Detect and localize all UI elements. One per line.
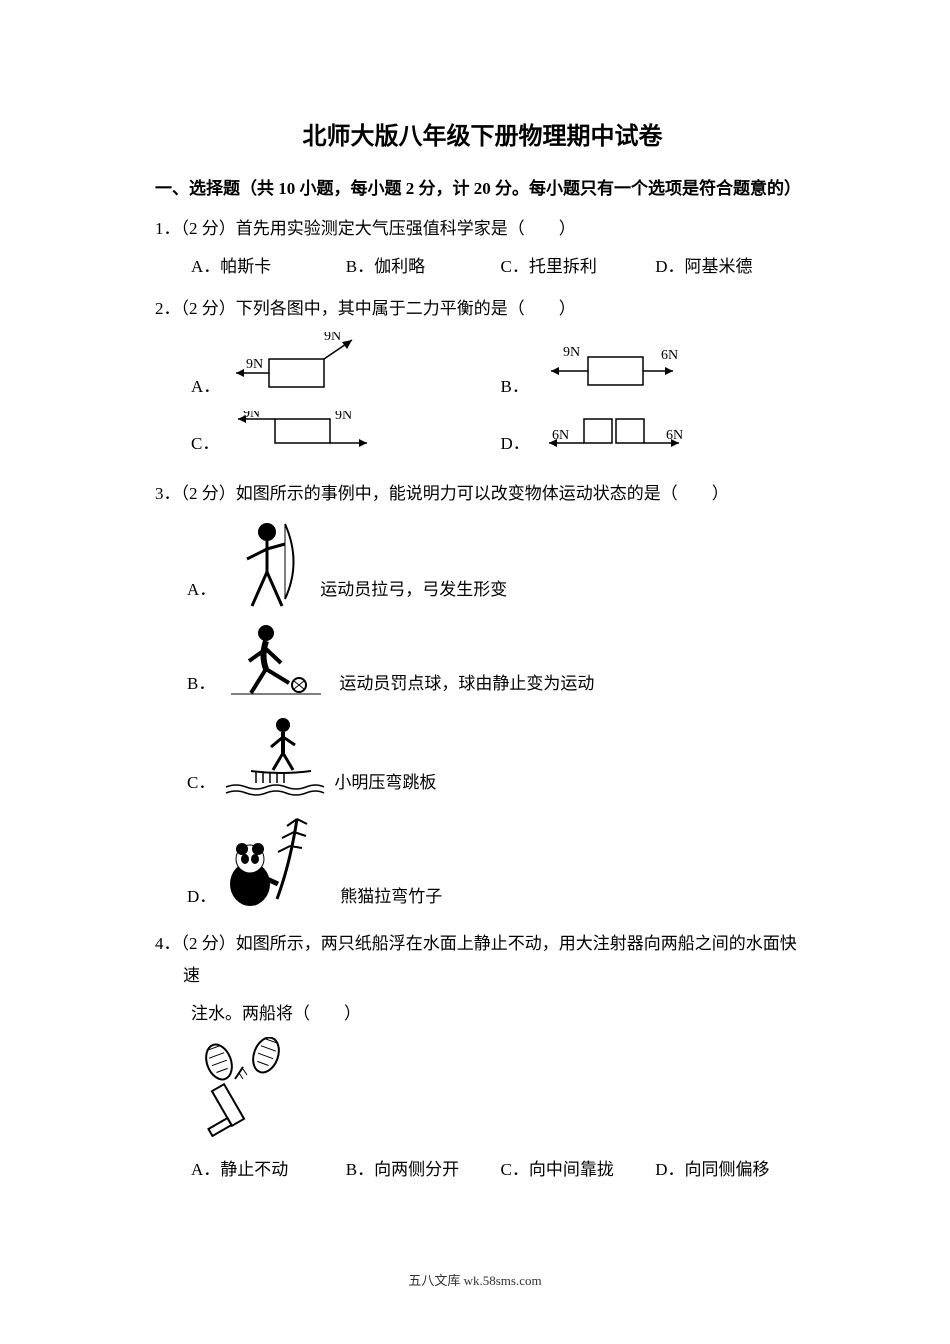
q2-stem: 2．（2 分）下列各图中，其中属于二力平衡的是（ ） [155,293,810,325]
question-1: 1．（2 分）首先用实验测定大气压强值科学家是（ ） A．帕斯卡 B．伽利略 C… [155,213,810,284]
q2-diagram-a: 9N 9N [224,332,364,403]
q2-label-a: A． [191,371,220,403]
q3-label-d: D． [187,881,216,913]
page-title: 北师大版八年级下册物理期中试卷 [155,115,810,161]
q4-option-c: C．向中间靠拢 [501,1154,656,1186]
q4-option-d: D．向同侧偏移 [655,1154,810,1186]
q1-option-c: C．托里拆利 [501,251,656,283]
diag-a-right-label: 9N [324,332,341,344]
q3-image-c [221,715,326,800]
force-diagram-a-icon: 9N 9N [224,332,364,392]
q2-diagram-c: 9N 9N [223,411,383,460]
question-4: 4．（2 分）如图所示，两只纸船浮在水面上静止不动，用大注射器向两船之间的水面快… [155,928,810,1186]
archer-icon [227,514,307,609]
section-1-header: 一、选择题（共 10 小题，每小题 2 分，计 20 分。每小题只有一个选项是符… [155,173,810,205]
q1-options: A．帕斯卡 B．伽利略 C．托里拆利 D．阿基米德 [155,251,810,283]
q4-option-b: B．向两侧分开 [346,1154,501,1186]
q3-option-c: C． 小明压弯跳板 [187,715,810,800]
q2-diagram-d: 6N 6N [534,411,704,460]
q2-diagram-b: 9N 6N [533,347,703,403]
q2-label-d: D． [501,428,530,460]
force-diagram-d-icon: 6N 6N [534,411,704,449]
q4-image [155,1037,810,1148]
q3-option-a: A． 运动员拉弓，弓发生形变 [187,517,810,607]
q2-label-b: B． [501,371,529,403]
syringe-boats-icon [191,1037,301,1137]
q3-label-a: A． [187,574,216,606]
force-diagram-c-icon: 9N 9N [223,411,383,449]
q3-label-b: B． [187,668,215,700]
q4-stem2: 注水。两船将（ ） [155,998,810,1030]
question-3: 3．（2 分）如图所示的事例中，能说明力可以改变物体运动状态的是（ ） A． 运… [155,478,810,913]
q1-option-a: A．帕斯卡 [191,251,346,283]
diag-c-left-label: 9N [243,411,260,421]
q3-image-a [222,517,312,607]
diag-a-left-label: 9N [246,357,263,372]
q1-option-d: D．阿基米德 [655,251,810,283]
q2-option-c: C． 9N 9N [191,411,501,460]
q2-option-b: B． 9N 6N [501,332,811,403]
panda-icon [222,814,332,914]
diag-d-left-label: 6N [552,428,569,443]
q3-option-d: D． 熊猫拉弯竹子 [187,814,810,914]
q2-option-d: D． 6N 6N [501,411,811,460]
q3-text-b: 运动员罚点球，球由静止变为运动 [339,668,594,700]
diag-b-left-label: 9N [563,347,580,360]
force-diagram-b-icon: 9N 6N [533,347,703,392]
q4-stem: 4．（2 分）如图所示，两只纸船浮在水面上静止不动，用大注射器向两船之间的水面快… [155,928,810,993]
q3-text-d: 熊猫拉弯竹子 [340,881,442,913]
q3-options: A． 运动员拉弓，弓发生形变 B． [155,517,810,914]
q4-options: A．静止不动 B．向两侧分开 C．向中间靠拢 D．向同侧偏移 [155,1154,810,1186]
q2-label-c: C． [191,428,219,460]
diag-c-right-label: 9N [335,411,352,423]
q4-option-a: A．静止不动 [191,1154,346,1186]
q2-options: A． 9N 9N B． 9N [155,332,810,469]
q1-option-b: B．伽利略 [346,251,501,283]
question-2: 2．（2 分）下列各图中，其中属于二力平衡的是（ ） A． 9N 9N B． [155,293,810,468]
q3-text-c: 小明压弯跳板 [334,767,436,799]
q3-image-b [221,621,331,701]
q3-stem: 3．（2 分）如图所示的事例中，能说明力可以改变物体运动状态的是（ ） [155,478,810,510]
page-footer: 五八文库 wk.58sms.com [0,1269,950,1294]
q2-option-a: A． 9N 9N [191,332,501,403]
diag-b-right-label: 6N [661,348,678,363]
diver-icon [221,715,326,800]
q1-stem: 1．（2 分）首先用实验测定大气压强值科学家是（ ） [155,213,810,245]
q3-image-d [222,814,332,914]
diag-d-right-label: 6N [666,428,683,443]
kicker-icon [221,621,331,701]
q3-label-c: C． [187,767,215,799]
q3-text-a: 运动员拉弓，弓发生形变 [320,574,507,606]
q3-option-b: B． 运动员罚点球，球由静止变为运动 [187,621,810,701]
